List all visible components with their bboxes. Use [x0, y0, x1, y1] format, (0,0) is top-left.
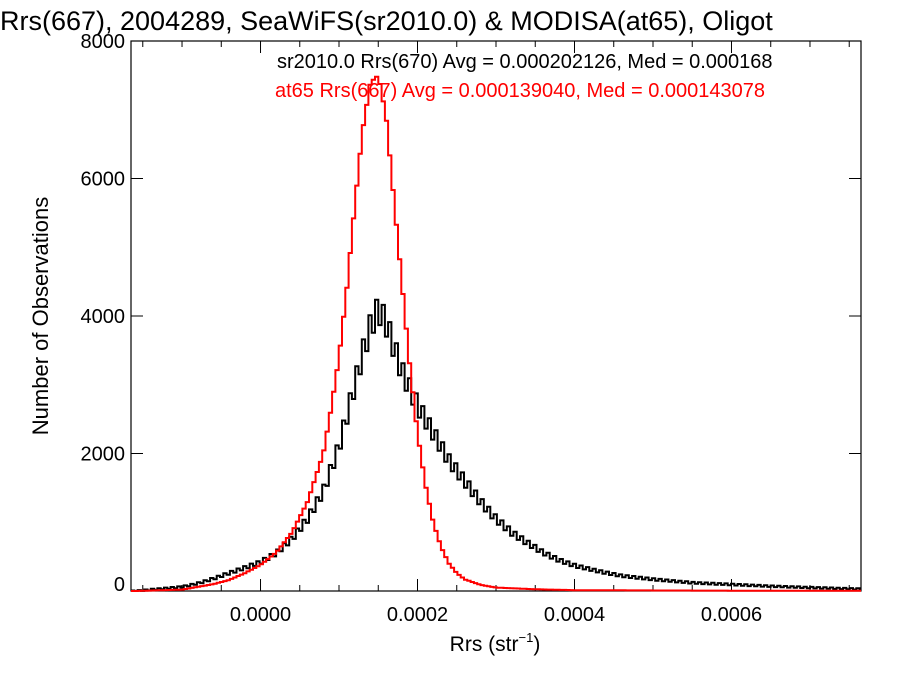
x-tick-label: 0.0000 [230, 604, 291, 626]
series-line-sr2010 [131, 298, 861, 592]
series-line-at65 [131, 75, 861, 592]
y-axis-label: Number of Observations [28, 197, 53, 435]
y-tick-label: 4000 [81, 306, 126, 328]
chart-title: Rrs(667), 2004289, SeaWiFS(sr2010.0) & M… [0, 6, 773, 36]
y-tick-label: 0 [114, 574, 125, 596]
x-tick-label: 0.0004 [544, 604, 605, 626]
y-tick-label: 8000 [81, 31, 126, 53]
x-axis-ticks: 0.0000 0.0002 0.0004 0.0006 [142, 41, 850, 626]
y-tick-label: 2000 [81, 444, 126, 466]
series-layer [131, 75, 861, 592]
y-axis-ticks: 0 2000 4000 6000 8000 [81, 31, 861, 596]
x-axis-label: Rrs (str−1) [450, 630, 541, 656]
x-axis-label-sup: −1 [519, 630, 534, 645]
plot-frame [130, 40, 862, 592]
x-tick-label: 0.0006 [701, 604, 762, 626]
y-tick-label: 6000 [81, 169, 126, 191]
legend-entry-at65: at65 Rrs(667) Avg = 0.000139040, Med = 0… [275, 80, 765, 102]
x-axis-label-end: ) [533, 633, 540, 656]
x-axis-label-main: Rrs (str [450, 633, 519, 656]
legend-entry-sr2010: sr2010.0 Rrs(670) Avg = 0.000202126, Med… [277, 51, 773, 73]
x-tick-label: 0.0002 [387, 604, 448, 626]
